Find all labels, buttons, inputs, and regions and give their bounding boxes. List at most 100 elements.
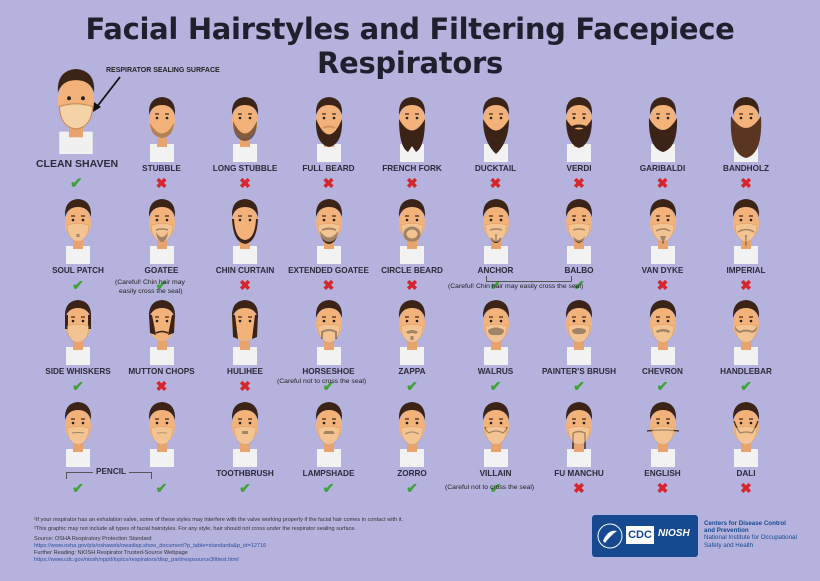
hairstyle-card: HORSESHOE ✔ — [284, 295, 374, 395]
cross-icon: ✖ — [656, 480, 669, 496]
cross-icon: ✖ — [155, 378, 168, 394]
check-icon: ✔ — [573, 277, 585, 293]
hairstyle-card: ANCHOR ✔ — [451, 194, 541, 294]
clean-shaven-check-icon: ✔ — [70, 175, 83, 192]
face-illustration — [148, 300, 175, 365]
hairstyle-card: VAN DYKE ✖ — [618, 194, 708, 294]
face-illustration — [231, 97, 259, 162]
hairstyle-label: HORSESHOE — [302, 367, 355, 376]
face-illustration — [648, 97, 677, 162]
seal-label: RESPIRATOR SEALING SURFACE — [106, 67, 220, 74]
poster-title: Facial Hairstyles and Filtering Facepiec… — [85, 12, 735, 80]
clean-shaven-face — [57, 68, 95, 154]
face-illustration — [64, 199, 92, 264]
hairstyle-card: WALRUS ✔ — [451, 295, 541, 395]
agency-line-4: Safety and Health — [704, 541, 754, 549]
hairstyle-label: VERDI — [566, 164, 592, 173]
hairstyle-card: MUTTON CHOPS ✖ — [117, 295, 207, 395]
face-illustration — [482, 97, 509, 162]
source-link[interactable]: https://www.osha.gov/pls/oshaweb/owadisp… — [34, 543, 267, 549]
goatee-note-2: easily cross the seal) — [119, 288, 183, 295]
hairstyle-card: CHIN CURTAIN ✖ — [200, 194, 290, 294]
hairstyle-card: ✔ — [117, 397, 207, 497]
face-illustration — [231, 300, 259, 365]
cross-icon: ✖ — [740, 480, 752, 496]
face-illustration — [565, 97, 593, 162]
hairstyle-label: VAN DYKE — [641, 266, 684, 275]
hairstyle-card: DUCKTAIL ✖ — [451, 92, 541, 192]
cross-icon: ✖ — [322, 175, 335, 191]
hairstyle-card: HULIHEE ✖ — [200, 295, 290, 395]
hairstyle-label: WALRUS — [477, 367, 514, 376]
hairstyle-card: SIDE WHISKERS ✔ — [33, 295, 123, 395]
cross-icon: ✖ — [573, 480, 585, 496]
face-illustration — [64, 402, 92, 467]
hairstyle-card: LAMPSHADE ✔ — [284, 397, 374, 497]
face-illustration — [398, 199, 426, 264]
hairstyle-label: LAMPSHADE — [302, 469, 355, 478]
source-label: Source: OSHA Respiratory Protection Stan… — [34, 536, 152, 542]
further-reading-label: Further Reading: NIOSH Respirator Truste… — [34, 550, 188, 556]
hairstyle-card: SOUL PATCH ✔ — [33, 194, 123, 294]
cross-icon: ✖ — [406, 175, 418, 191]
hairstyle-label: STUBBLE — [142, 164, 181, 173]
hairstyle-label: ZORRO — [397, 469, 427, 478]
face-illustration — [565, 300, 593, 365]
face-illustration — [565, 402, 593, 467]
cross-icon: ✖ — [489, 175, 502, 191]
hairstyle-card: GARIBALDI ✖ — [618, 92, 708, 192]
hairstyle-label: LONG STUBBLE — [212, 164, 278, 173]
hairstyle-card: PAINTER'S BRUSH ✔ — [534, 295, 624, 395]
cross-icon: ✖ — [239, 175, 251, 191]
goatee-note-1: (Careful! Chin hair may — [115, 279, 185, 286]
face-illustration — [315, 199, 342, 264]
face-illustration — [649, 199, 676, 264]
cross-icon: ✖ — [573, 175, 585, 191]
hairstyle-label: FRENCH FORK — [382, 164, 442, 173]
face-illustration — [315, 300, 342, 365]
check-icon: ✔ — [239, 480, 251, 496]
face-illustration — [231, 402, 259, 467]
hairstyle-card: EXTENDED GOATEE ✖ — [284, 194, 374, 294]
hairstyle-card: ✔ — [33, 397, 123, 497]
hairstyle-card: ZAPPA ✔ — [367, 295, 457, 395]
further-reading-link[interactable]: https://www.cdc.gov/niosh/npptl/topics/r… — [34, 557, 239, 563]
hairstyle-label: GARIBALDI — [639, 164, 686, 173]
hairstyle-label: SIDE WHISKERS — [45, 367, 111, 376]
agency-line-3: National Institute for Occupational — [704, 534, 797, 542]
hairstyle-card: CIRCLE BEARD ✖ — [367, 194, 457, 294]
villain-note: (Careful not to cross the seal) — [445, 484, 535, 491]
hairstyle-card: BANDHOLZ ✖ — [701, 92, 791, 192]
cdc-niosh-logo: CDC NIOSH — [592, 515, 698, 557]
check-icon: ✔ — [155, 480, 168, 496]
hairstyle-card: VERDI ✖ — [534, 92, 624, 192]
face-illustration — [398, 300, 426, 365]
hairstyle-label: FU MANCHU — [554, 469, 604, 478]
hairstyle-card: BALBO ✔ — [534, 194, 624, 294]
face-illustration — [148, 97, 175, 162]
check-icon: ✔ — [72, 378, 84, 394]
face-illustration — [732, 300, 760, 365]
check-icon: ✔ — [489, 378, 502, 394]
seal-arrow — [93, 76, 121, 112]
cross-icon: ✖ — [656, 277, 669, 293]
hairstyle-card: CHEVRON ✔ — [618, 295, 708, 395]
hairstyle-label: FULL BEARD — [302, 164, 355, 173]
hairstyle-card: TOOTHBRUSH ✔ — [200, 397, 290, 497]
check-icon: ✔ — [406, 480, 418, 496]
hairstyle-label: EXTENDED GOATEE — [288, 266, 369, 275]
hairstyle-label: ENGLISH — [644, 469, 681, 478]
hairstyle-label: VILLAIN — [479, 469, 512, 478]
check-icon: ✔ — [72, 480, 84, 496]
hairstyle-label: ANCHOR — [477, 266, 514, 275]
horseshoe-note: (Careful not to cross the seal) — [277, 378, 367, 385]
check-icon: ✔ — [740, 378, 752, 394]
hairstyle-card: HANDLEBAR ✔ — [701, 295, 791, 395]
face-illustration — [64, 300, 92, 365]
face-illustration — [482, 199, 509, 264]
hairstyle-label: CHIN CURTAIN — [215, 266, 275, 275]
face-illustration — [398, 97, 426, 162]
footnote-1: ¹If your respirator has an exhalation va… — [34, 517, 404, 523]
check-icon: ✔ — [322, 480, 335, 496]
cross-icon: ✖ — [239, 277, 251, 293]
